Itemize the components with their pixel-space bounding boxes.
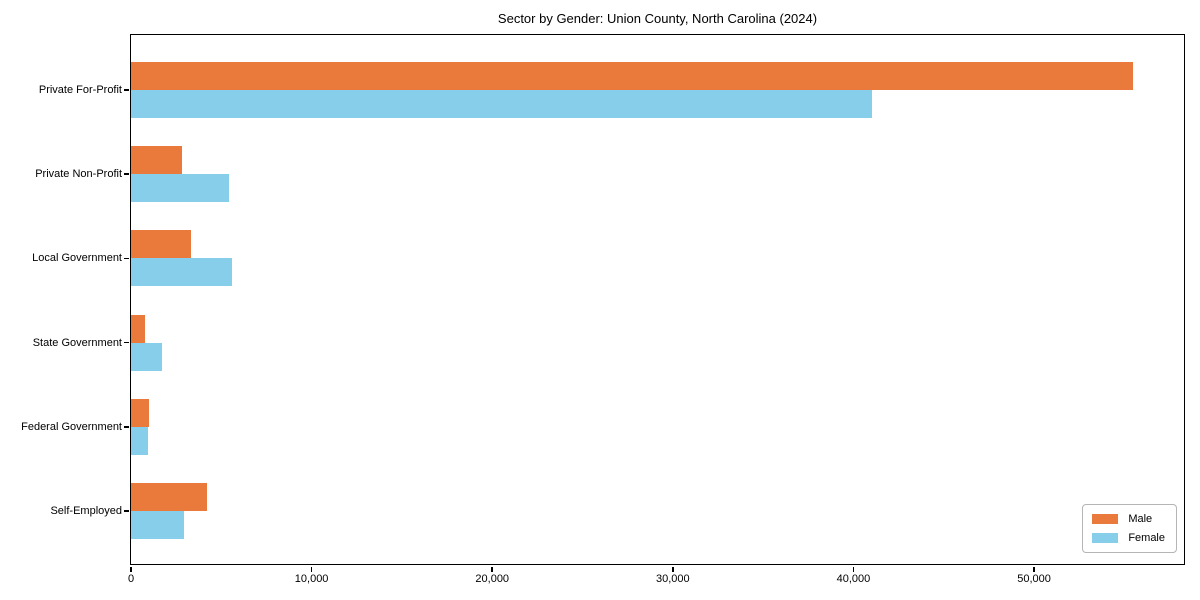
legend-swatch-male [1092,514,1119,524]
plot-area: Male Female Private For-Profit Private No… [21,34,1185,585]
y-axis-label: Self-Employed [50,505,122,517]
x-tick-mark [491,567,493,572]
y-axis-label: State Government [32,336,122,349]
bar-male-5 [131,398,150,427]
legend-label-female: Female [1128,532,1165,544]
legend: Male Female [1082,504,1177,553]
bar-female-2 [131,174,230,203]
legend-label-male: Male [1128,513,1153,525]
x-tick-label: 30,000 [656,573,690,585]
y-axis-label: Federal Government [21,420,122,433]
x-tick-label: 10,000 [294,573,329,585]
x-tick-mark [1033,567,1035,572]
x-tick-mark [852,567,855,572]
y-tick-mark [124,341,129,344]
bar-female-3 [131,258,233,287]
x-tick-label: 40,000 [836,573,871,585]
y-axis-label: Local Government [32,252,122,265]
bar-male-2 [131,146,183,175]
y-axis-label: Private For-Profit [38,84,122,96]
bar-female-5 [131,426,149,455]
bar-male-6 [131,483,207,511]
bar-female-1 [131,90,872,118]
bar-male-4 [131,314,146,343]
y-tick-mark [124,426,129,428]
legend-item-female: Female [1092,532,1165,544]
x-tick-mark [672,567,674,572]
x-tick-mark [310,567,313,572]
legend-swatch-female [1092,533,1119,543]
y-axis-label: Private Non-Profit [35,168,122,181]
bar-male-1 [131,62,1134,90]
bar-female-4 [131,342,162,371]
y-tick-mark [124,89,129,91]
x-tick-label: 50,000 [1017,573,1051,585]
x-tick-label: 20,000 [475,573,510,585]
bar-female-6 [131,511,185,539]
legend-item-male: Male [1092,513,1165,525]
chart-title: Sector by Gender: Union County, North Ca… [497,11,818,26]
x-tick-label: 0 [127,573,135,585]
bar-male-3 [131,230,191,259]
y-tick-mark [124,257,129,260]
x-tick-mark [130,567,132,572]
y-tick-mark [124,510,129,512]
y-tick-mark [124,173,129,175]
